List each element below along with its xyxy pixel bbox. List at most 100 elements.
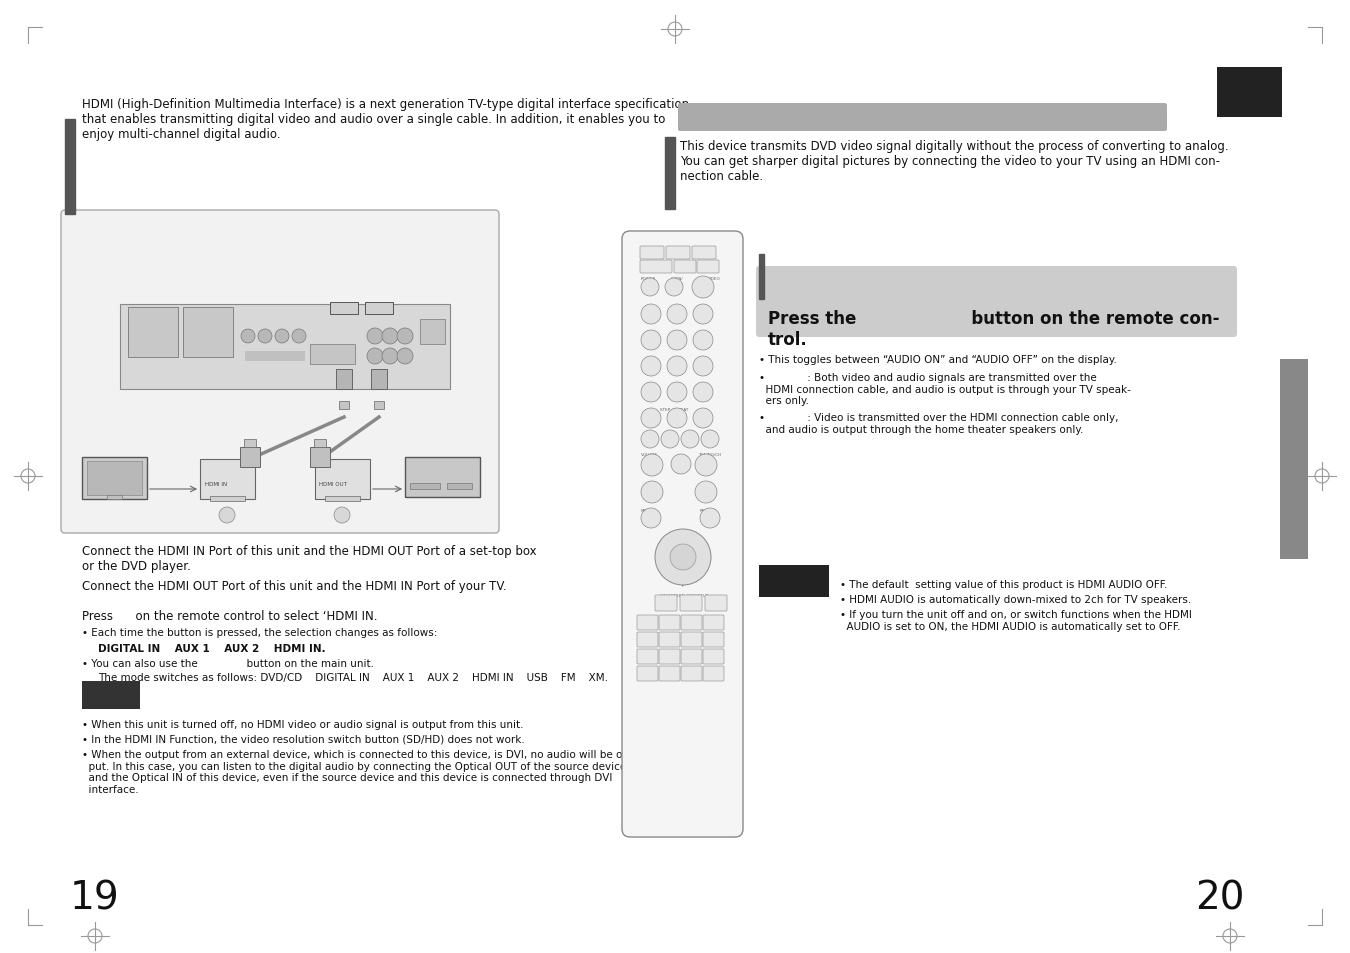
Text: 0: 0 [675, 388, 679, 397]
FancyBboxPatch shape [703, 666, 724, 681]
Text: ▲: ▲ [680, 529, 686, 535]
Text: This device transmits DVD video signal digitally without the process of converti: This device transmits DVD video signal d… [680, 140, 1228, 183]
Text: MUTE: MUTE [676, 462, 686, 467]
Text: 4: 4 [648, 336, 653, 345]
Text: ⏻: ⏻ [647, 282, 653, 292]
FancyBboxPatch shape [622, 232, 742, 837]
Bar [184, 308, 234, 357]
Text: HDMI (High-Definition Multimedia Interface) is a next generation TV-type digital: HDMI (High-Definition Multimedia Interfa… [82, 98, 688, 141]
Circle shape [680, 431, 699, 449]
Bar [410, 483, 440, 490]
Text: • If you turn the unit off and on, or switch functions when the HDMI
  AUDIO is : • If you turn the unit off and on, or sw… [840, 609, 1192, 631]
Bar [82, 457, 147, 499]
Text: 20: 20 [1196, 879, 1245, 917]
Text: ▶: ▶ [698, 555, 703, 560]
FancyBboxPatch shape [680, 616, 702, 630]
FancyBboxPatch shape [680, 649, 702, 664]
Text: POWER: POWER [641, 276, 656, 281]
Circle shape [641, 382, 662, 402]
Circle shape [367, 329, 383, 345]
Bar [1216, 68, 1282, 118]
Text: Connect the HDMI IN Port of this unit and the HDMI OUT Port of a set-top box
or : Connect the HDMI IN Port of this unit an… [82, 544, 537, 573]
Circle shape [662, 431, 679, 449]
Circle shape [258, 330, 271, 344]
Circle shape [641, 481, 663, 503]
Text: INFO: INFO [662, 601, 671, 605]
Text: +: + [647, 460, 656, 471]
Circle shape [701, 509, 720, 529]
Text: 1: 1 [648, 310, 653, 319]
FancyBboxPatch shape [678, 104, 1166, 132]
Circle shape [667, 305, 687, 325]
Circle shape [641, 305, 662, 325]
FancyBboxPatch shape [680, 633, 702, 647]
Text: Press the                    button on the remote con-
trol.: Press the button on the remote con- trol… [768, 310, 1219, 349]
FancyBboxPatch shape [637, 633, 657, 647]
FancyBboxPatch shape [680, 596, 702, 612]
Bar [82, 681, 140, 709]
Text: • In the HDMI IN Function, the video resolution switch button (SD/HD) does not w: • In the HDMI IN Function, the video res… [82, 734, 525, 744]
FancyBboxPatch shape [693, 247, 716, 260]
Text: ∨: ∨ [703, 488, 709, 497]
Circle shape [641, 509, 662, 529]
Text: Connect the HDMI OUT Port of this unit and the HDMI IN Port of your TV.: Connect the HDMI OUT Port of this unit a… [82, 579, 506, 593]
Text: TUNING/CH: TUNING/CH [698, 453, 721, 456]
Circle shape [382, 349, 398, 365]
Circle shape [641, 356, 662, 376]
FancyBboxPatch shape [659, 666, 680, 681]
Bar [371, 370, 387, 390]
Circle shape [693, 276, 714, 298]
Bar [211, 497, 244, 501]
Circle shape [641, 278, 659, 296]
Circle shape [693, 331, 713, 351]
Circle shape [641, 331, 662, 351]
Bar [310, 345, 355, 365]
Text: HDMI OUT: HDMI OUT [329, 303, 358, 308]
Bar [240, 448, 261, 468]
Circle shape [693, 305, 713, 325]
Text: 6: 6 [701, 336, 706, 345]
Text: ∧: ∧ [703, 461, 709, 470]
Circle shape [670, 544, 697, 571]
Text: • The default  setting value of this product is HDMI AUDIO OFF.: • The default setting value of this prod… [840, 579, 1168, 589]
Text: 8: 8 [674, 362, 679, 371]
Circle shape [671, 455, 691, 475]
Text: RETURN: RETURN [701, 509, 717, 513]
Text: HDMI OUT: HDMI OUT [319, 481, 347, 486]
Bar [759, 254, 764, 299]
Bar [315, 459, 370, 499]
FancyBboxPatch shape [637, 649, 657, 664]
Circle shape [667, 331, 687, 351]
Bar [107, 496, 122, 499]
Circle shape [242, 330, 255, 344]
Text: ▼: ▼ [680, 580, 686, 586]
Circle shape [397, 329, 413, 345]
Text: MENU: MENU [641, 509, 653, 513]
FancyBboxPatch shape [697, 261, 720, 274]
Text: FM/XM: FM/XM [697, 252, 711, 255]
Text: •             : Video is transmitted over the HDMI connection cable only,
  and : • : Video is transmitted over the HDMI c… [759, 413, 1119, 435]
Circle shape [667, 356, 687, 376]
Text: • HDMI AUDIO is automatically down-mixed to 2ch for TV speakers.: • HDMI AUDIO is automatically down-mixed… [840, 595, 1191, 604]
Text: BD/DVD: BD/DVD [649, 265, 663, 269]
Text: HDMI IN: HDMI IN [205, 481, 227, 486]
FancyBboxPatch shape [640, 261, 672, 274]
Text: 7: 7 [648, 362, 653, 371]
Text: TV: TV [649, 252, 655, 255]
Text: • You can also use the               button on the main unit.: • You can also use the button on the mai… [82, 659, 374, 668]
Bar [86, 461, 142, 496]
Text: CANCEL: CANCEL [695, 391, 710, 395]
Text: 2: 2 [675, 310, 679, 319]
Circle shape [641, 455, 663, 476]
FancyBboxPatch shape [703, 649, 724, 664]
Circle shape [292, 330, 306, 344]
Circle shape [333, 507, 350, 523]
Text: REPEAT: REPEAT [644, 391, 657, 395]
FancyBboxPatch shape [637, 616, 657, 630]
Bar [325, 497, 360, 501]
Circle shape [397, 349, 413, 365]
Text: 9: 9 [701, 362, 706, 371]
Text: HDMI IN: HDMI IN [369, 303, 390, 308]
Text: 5: 5 [675, 336, 679, 345]
Bar [405, 457, 481, 497]
